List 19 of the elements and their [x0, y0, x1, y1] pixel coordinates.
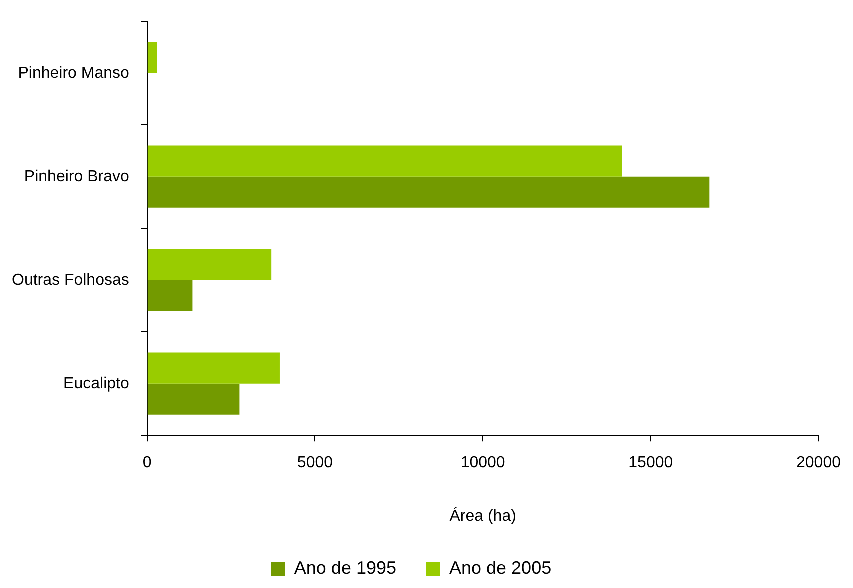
- bar: [148, 384, 240, 415]
- bar: [148, 280, 193, 312]
- x-tick-label: 5000: [297, 454, 334, 472]
- legend-label: Ano de 2005: [450, 558, 552, 578]
- y-tick-label: Pinheiro Manso: [18, 64, 130, 82]
- legend-label: Ano de 1995: [294, 558, 396, 578]
- x-tick-label: 0: [142, 454, 152, 472]
- bar: [148, 249, 272, 280]
- x-axis-title: Área (ha): [450, 506, 516, 525]
- bar: [148, 146, 622, 177]
- bar: [148, 352, 280, 384]
- y-tick-label: Eucalipto: [64, 375, 130, 392]
- y-tick-label: Pinheiro Bravo: [24, 168, 130, 186]
- bar: [148, 176, 710, 208]
- x-tick-label: 20000: [796, 454, 842, 472]
- x-tick-label: 10000: [460, 454, 506, 472]
- x-tick-label: 15000: [628, 454, 674, 472]
- y-tick-label: Outras Folhosas: [12, 272, 130, 289]
- bar: [148, 42, 158, 74]
